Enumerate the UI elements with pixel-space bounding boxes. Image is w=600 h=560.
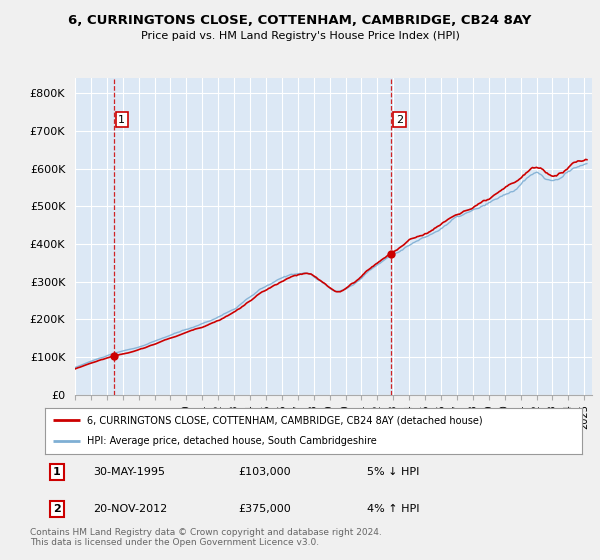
Text: 30-MAY-1995: 30-MAY-1995 [94,467,166,477]
Text: 20-NOV-2012: 20-NOV-2012 [94,504,167,514]
Text: 2: 2 [396,115,403,124]
Text: Contains HM Land Registry data © Crown copyright and database right 2024.
This d: Contains HM Land Registry data © Crown c… [30,528,382,547]
Text: Price paid vs. HM Land Registry's House Price Index (HPI): Price paid vs. HM Land Registry's House … [140,31,460,41]
Text: 5% ↓ HPI: 5% ↓ HPI [367,467,419,477]
Text: £103,000: £103,000 [238,467,291,477]
Text: 6, CURRINGTONS CLOSE, COTTENHAM, CAMBRIDGE, CB24 8AY: 6, CURRINGTONS CLOSE, COTTENHAM, CAMBRID… [68,14,532,27]
Text: 1: 1 [53,467,61,477]
Text: HPI: Average price, detached house, South Cambridgeshire: HPI: Average price, detached house, Sout… [87,436,377,446]
Text: 6, CURRINGTONS CLOSE, COTTENHAM, CAMBRIDGE, CB24 8AY (detached house): 6, CURRINGTONS CLOSE, COTTENHAM, CAMBRID… [87,415,482,425]
Text: 2: 2 [53,504,61,514]
Text: 4% ↑ HPI: 4% ↑ HPI [367,504,420,514]
Text: 1: 1 [118,115,125,124]
Text: £375,000: £375,000 [238,504,291,514]
